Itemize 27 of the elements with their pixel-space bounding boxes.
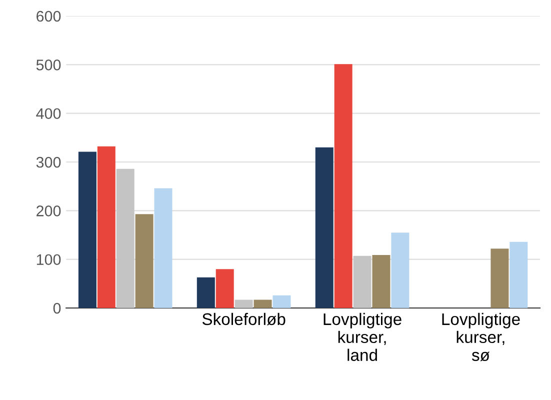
- x-tick-label: Lovpligtige kurser, land: [324, 312, 402, 362]
- bar: [154, 188, 172, 308]
- bar: [391, 232, 410, 308]
- bar: [490, 248, 509, 308]
- bar: [196, 277, 215, 308]
- y-tick-label: 0: [53, 302, 61, 314]
- bar: [135, 214, 154, 308]
- y-tick-label: 300: [36, 156, 61, 168]
- y-tick-label: 200: [36, 206, 61, 216]
- x-tick-label: Skoleforløb: [202, 312, 286, 326]
- bar: [353, 256, 372, 308]
- bar: [97, 146, 116, 308]
- y-tick-label: 400: [36, 108, 61, 120]
- y-tick-label: 100: [36, 254, 61, 266]
- bar: [334, 64, 352, 308]
- bar: [272, 295, 291, 308]
- bar: [372, 254, 390, 308]
- x-tick-label: Lovpligtige kurser, sø: [442, 312, 520, 362]
- bar: [315, 147, 334, 308]
- y-tick-label: 600: [36, 10, 61, 22]
- bar: [78, 152, 96, 308]
- y-tick-label: 500: [36, 60, 61, 70]
- bar: [234, 300, 253, 308]
- bar: [254, 300, 272, 308]
- bar: [216, 269, 234, 308]
- bar: [510, 242, 528, 308]
- bar: [116, 168, 134, 308]
